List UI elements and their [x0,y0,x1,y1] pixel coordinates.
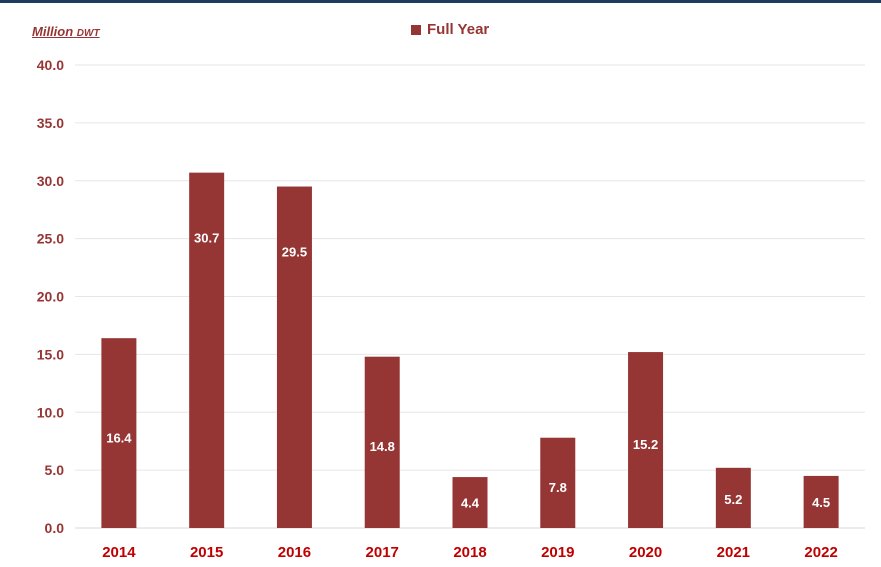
legend-swatch [411,24,421,35]
y-tick-label: 20.0 [37,289,64,305]
x-tick-label-2022: 2022 [804,544,837,561]
data-label-2022: 4.5 [812,495,830,510]
y-tick-label: 25.0 [37,231,64,247]
legend-label: Full Year [427,21,490,38]
x-tick-label-2014: 2014 [102,544,136,561]
data-label-2018: 4.4 [461,496,480,511]
bar-2018 [452,477,488,528]
bar-2021 [715,467,751,528]
top-border [0,0,881,3]
data-label-2016: 29.5 [282,245,307,260]
data-label-2015: 30.7 [194,231,219,246]
data-label-2014: 16.4 [106,431,132,446]
x-tick-label-2018: 2018 [453,544,486,561]
x-tick-label-2017: 2017 [366,544,399,561]
y-tick-label: 30.0 [37,173,64,189]
bar-2022 [803,475,839,528]
y-unit-label: Million DWT [32,24,100,39]
bar-2014 [101,338,137,528]
data-label-2021: 5.2 [724,492,742,507]
unit-label-main: Million [32,24,74,39]
bar-2016 [276,186,312,528]
y-tick-label: 10.0 [37,404,64,420]
bar-2015 [189,172,225,528]
x-tick-label-2015: 2015 [190,544,223,561]
y-tick-label: 40.0 [37,57,64,73]
bar-2020 [628,352,664,528]
legend: Full Year [411,21,489,38]
bar-2019 [540,437,576,528]
y-tick-label: 35.0 [37,115,64,131]
y-tick-label: 15.0 [37,346,64,362]
data-label-2017: 14.8 [370,439,395,454]
data-label-2020: 15.2 [633,437,658,452]
unit-label-sub: DWT [76,28,100,39]
y-tick-label: 0.0 [45,520,65,536]
x-tick-label-2020: 2020 [629,544,662,561]
x-tick-label-2016: 2016 [278,544,311,561]
bar-2017 [364,356,400,528]
x-tick-label-2019: 2019 [541,544,574,561]
y-tick-label: 5.0 [45,462,65,478]
data-label-2019: 7.8 [549,480,567,495]
x-tick-label-2021: 2021 [717,544,750,561]
